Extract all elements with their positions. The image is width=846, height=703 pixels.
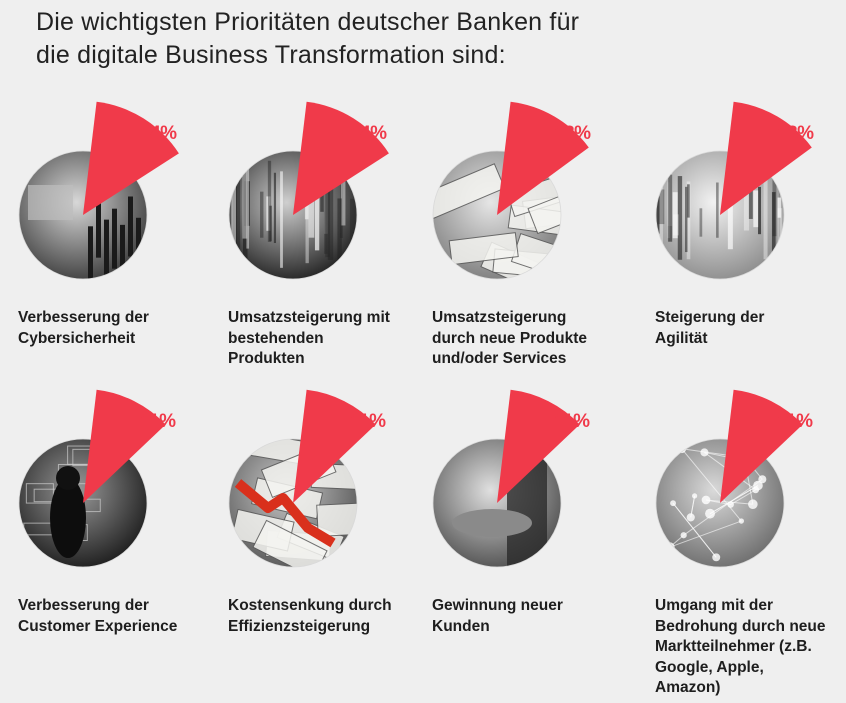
category-label: Umgang mit der Bedrohung durch neue Marktt…: [655, 596, 845, 699]
title-line-2: die digitale Business Transformation sin…: [36, 41, 506, 69]
category-label-line: Gewinnung neuer: [432, 597, 563, 614]
pie-slice: [83, 101, 179, 215]
pie-item: 11% Umgang mit der Bedrohung durch neue Mar…: [655, 388, 846, 696]
pie-graphic: [432, 101, 589, 280]
category-label-line: und/oder Services: [432, 350, 567, 367]
category-label-line: Amazon): [655, 679, 721, 696]
pie-item: 11% Gewinnung neuer Kunden: [432, 388, 632, 688]
pie-slice: [720, 389, 803, 503]
slice-value-label: 11%: [777, 411, 813, 432]
category-label-line: Kunden: [432, 617, 490, 635]
category-label-line: Verbesserung der: [18, 309, 149, 326]
category-label: Kostensenkung durch Effizienzsteigerung: [228, 596, 418, 637]
pie-slice: [720, 101, 812, 215]
slice-value-label: 13%: [554, 123, 591, 144]
category-label-line: Customer Experience: [18, 617, 178, 635]
pie-item: 14% Umsatzsteigerung mit bestehenden Produk…: [228, 100, 428, 400]
pie-item: 14% Verbesserung der Cybersicherheit: [18, 100, 218, 400]
pie-item: 13% Steigerung der Agilität: [655, 100, 846, 400]
pie-item: 13% Umsatzsteigerung durch neue Produkte un…: [432, 100, 632, 400]
category-label-line: Marktteilnehmer (z.B.: [655, 638, 812, 655]
category-label-line: Verbesserung der: [18, 597, 149, 614]
slice-value-label: 13%: [777, 123, 814, 144]
category-label-line: Bedrohung durch neue: [655, 617, 826, 635]
slice-value-label: 14%: [350, 123, 387, 144]
category-label: Steigerung der Agilität: [655, 308, 845, 349]
pie-slice: [293, 101, 389, 215]
pie-graphic: [228, 101, 389, 280]
slice-value-label: 14%: [140, 123, 177, 144]
pie-slice: [83, 389, 166, 503]
category-label-line: Kostensenkung durch: [228, 597, 392, 614]
category-label-line: Umsatzsteigerung mit: [228, 309, 390, 326]
category-label: Gewinnung neuer Kunden: [432, 596, 622, 637]
slice-value-label: 11%: [554, 411, 590, 432]
category-label-line: Effizienzsteigerung: [228, 617, 371, 635]
category-label: Verbesserung der Customer Experience: [18, 596, 208, 637]
category-label-line: Umgang mit der: [655, 597, 773, 614]
pie-graphic: [655, 101, 812, 280]
pie-item: 11% Verbesserung der Customer Experience: [18, 388, 218, 688]
category-label-line: Google, Apple,: [655, 658, 764, 676]
category-label-line: Umsatzsteigerung: [432, 309, 567, 326]
category-label-line: durch neue Produkte: [432, 329, 588, 347]
pie-slice: [497, 101, 589, 215]
category-label: Umsatzsteigerung mit bestehenden Produkten: [228, 308, 418, 370]
pie-graphic: [655, 389, 803, 568]
pie-slice: [293, 389, 376, 503]
category-label-line: Cybersicherheit: [18, 329, 136, 347]
page-title: Die wichtigsten Prioritäten deutscher Ba…: [36, 6, 579, 72]
slice-value-label: 11%: [140, 411, 176, 432]
category-label-line: Agilität: [655, 329, 708, 347]
category-label-line: Produkten: [228, 350, 305, 367]
category-label-line: bestehenden: [228, 329, 324, 347]
pie-graphic: [432, 389, 580, 568]
pie-item: 11% Kostensenkung durch Effizienzsteigerun…: [228, 388, 428, 688]
pie-slice: [497, 389, 580, 503]
category-label: Umsatzsteigerung durch neue Produkte und/o…: [432, 308, 622, 370]
category-label-line: Steigerung der: [655, 309, 765, 326]
title-line-1: Die wichtigsten Prioritäten deutscher Ba…: [36, 8, 580, 36]
slice-value-label: 11%: [350, 411, 386, 432]
pie-graphic: [18, 389, 166, 568]
pie-graphic: [18, 101, 179, 280]
pie-graphic: [228, 389, 376, 568]
category-label: Verbesserung der Cybersicherheit: [18, 308, 208, 349]
